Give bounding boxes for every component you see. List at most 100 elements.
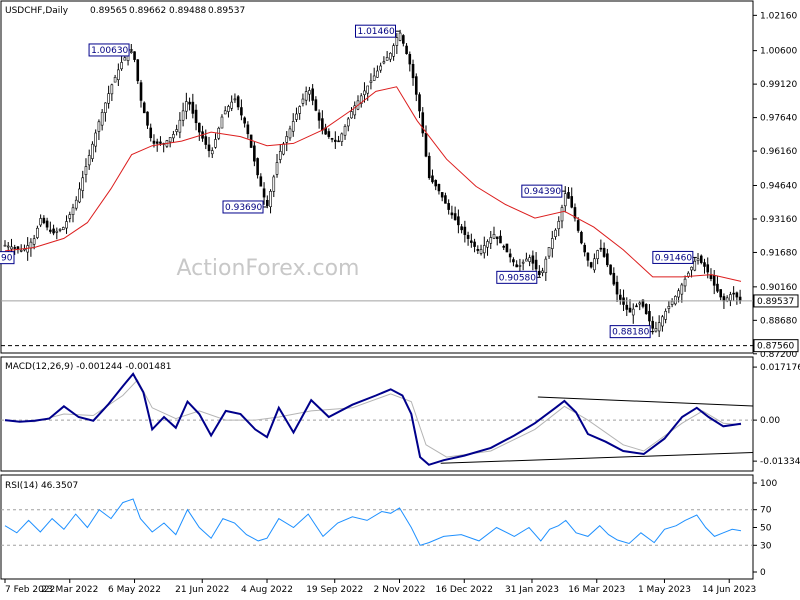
- candle-body: [113, 77, 117, 83]
- candle-body: [117, 69, 120, 80]
- candle-body: [644, 304, 648, 315]
- candle-body: [470, 240, 473, 243]
- candle-body: [580, 231, 583, 244]
- candle-body: [198, 122, 201, 133]
- candle-body: [550, 238, 554, 249]
- candle-body: [321, 118, 324, 131]
- candle-body: [518, 264, 522, 267]
- candle-body: [94, 132, 97, 147]
- candle-body: [674, 296, 677, 305]
- candle-body: [337, 140, 340, 143]
- candle-body: [71, 207, 75, 215]
- candle-body: [573, 207, 577, 219]
- candle-body: [236, 96, 240, 108]
- candle-body: [615, 281, 619, 295]
- candle-body: [699, 255, 703, 263]
- candle-body: [133, 51, 136, 60]
- candle-body: [661, 316, 664, 327]
- candle-body: [389, 52, 392, 60]
- candle-body: [282, 143, 285, 155]
- annotation-box: [609, 325, 651, 339]
- candle-body: [599, 247, 603, 250]
- candle-body: [602, 247, 606, 257]
- ohlc-open: 0.89565: [90, 6, 127, 16]
- annotation-label: 0.94390: [524, 187, 561, 197]
- x-tick-label: 16 Mar 2023: [568, 585, 625, 595]
- candle-body: [418, 94, 421, 112]
- candle-body: [402, 35, 405, 44]
- candle-body: [521, 261, 525, 264]
- x-tick-label: 31 Jan 2023: [505, 585, 559, 595]
- candle-body: [107, 93, 110, 104]
- candle-body: [288, 128, 292, 139]
- candle-body: [424, 132, 428, 157]
- candle-body: [376, 70, 379, 78]
- candle-body: [139, 82, 143, 101]
- candle-body: [142, 102, 146, 114]
- candle-body: [505, 243, 509, 253]
- candle-body: [447, 203, 450, 210]
- candle-body: [39, 218, 42, 226]
- price-tick-label: 0.87200: [760, 350, 797, 360]
- candle-body: [421, 112, 425, 134]
- price-tick-label: 0.93160: [760, 215, 797, 225]
- price-tick-label: 0.99120: [760, 80, 797, 90]
- candle-body: [334, 139, 337, 142]
- candle-body: [175, 129, 178, 132]
- x-tick-label: 21 Jun 2022: [175, 585, 229, 595]
- x-tick-label: 7 Feb 2022: [5, 585, 55, 595]
- candle-body: [664, 310, 667, 320]
- candle-body: [36, 227, 39, 238]
- candle-body: [372, 75, 376, 81]
- candle-body: [625, 304, 629, 310]
- candle-body: [129, 51, 133, 53]
- candle-body: [528, 257, 531, 262]
- candle-body: [618, 294, 622, 300]
- candle-body: [149, 127, 153, 139]
- candle-body: [97, 121, 101, 132]
- x-tick-label: 23 Mar 2022: [41, 585, 98, 595]
- candle-body: [272, 176, 276, 192]
- watermark: ActionForex.com: [177, 256, 360, 281]
- candle-body: [155, 141, 159, 144]
- candle-body: [696, 258, 700, 261]
- candle-body: [304, 91, 308, 101]
- x-tick-label: 2 Nov 2022: [374, 585, 426, 595]
- candle-body: [10, 246, 13, 250]
- candle-body: [136, 59, 140, 82]
- candle-body: [473, 241, 476, 247]
- candle-body: [512, 259, 515, 263]
- x-tick-label: 14 Jun 2023: [702, 585, 756, 595]
- candle-body: [719, 289, 722, 298]
- candle-body: [308, 90, 311, 95]
- ohlc-high: 0.89662: [129, 6, 166, 16]
- x-tick-label: 16 Dec 2022: [436, 585, 494, 595]
- candle-body: [266, 199, 269, 206]
- candle-body: [317, 112, 321, 121]
- moving-average-line: [4, 86, 742, 282]
- current-price-box: [753, 294, 799, 308]
- annotation-label: 0.90580: [499, 273, 536, 283]
- candle-body: [547, 247, 551, 257]
- candle-body: [729, 294, 732, 301]
- candle-body: [259, 176, 263, 187]
- candle-body: [68, 214, 72, 219]
- candle-body: [340, 133, 344, 142]
- candle-body: [606, 253, 609, 266]
- rsi-tick-label: 70: [760, 506, 772, 516]
- candle-body: [541, 270, 544, 274]
- candle-body: [712, 275, 716, 286]
- candle-body: [240, 107, 243, 116]
- candle-body: [210, 150, 214, 155]
- candle-body: [327, 131, 331, 137]
- rsi-tick-label: 100: [760, 479, 777, 489]
- candle-body: [291, 121, 295, 132]
- candle-body: [295, 113, 298, 120]
- rsi-line: [4, 498, 742, 546]
- candle-body: [576, 220, 580, 231]
- candle-body: [657, 322, 661, 332]
- candle-body: [311, 88, 314, 101]
- annotation-label: 0.91460: [655, 253, 692, 263]
- price-tick-label: 0.88680: [760, 316, 797, 326]
- candle-body: [667, 305, 671, 309]
